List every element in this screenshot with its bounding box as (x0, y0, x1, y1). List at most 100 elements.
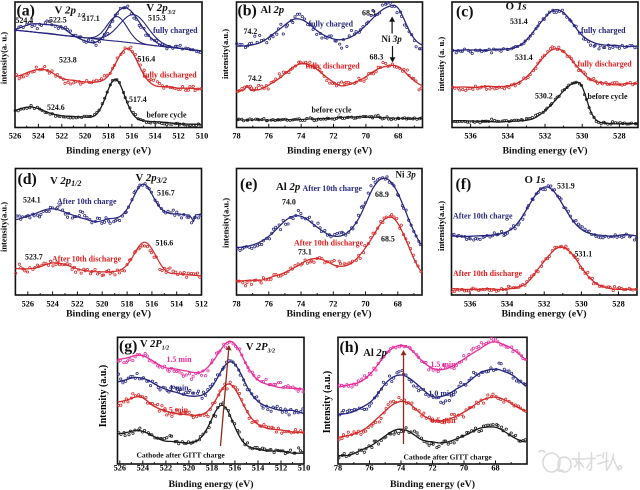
svg-text:74: 74 (297, 299, 305, 308)
svg-text:Binding energy (eV): Binding energy (eV) (287, 146, 372, 157)
svg-text:intensity(a.u.): intensity(a.u.) (0, 202, 9, 252)
svg-text:O 1s: O 1s (525, 174, 546, 186)
svg-text:74: 74 (297, 132, 305, 141)
svg-text:70: 70 (361, 299, 369, 308)
svg-text:531.4: 531.4 (515, 53, 533, 62)
svg-text:536: 536 (464, 299, 476, 308)
svg-text:fully discharged: fully discharged (578, 60, 633, 69)
svg-text:518: 518 (121, 299, 133, 308)
svg-text:68: 68 (394, 132, 402, 141)
svg-text:74.2: 74.2 (248, 74, 262, 83)
svg-text:0.5 min: 0.5 min (163, 406, 189, 415)
svg-text:(h): (h) (340, 339, 359, 356)
svg-text:76: 76 (265, 299, 273, 308)
svg-text:514: 514 (149, 132, 161, 141)
svg-text:524: 524 (46, 299, 58, 308)
svg-text:Al 2p: Al 2p (363, 348, 387, 359)
svg-text:531.1: 531.1 (575, 250, 593, 259)
svg-text:(d): (d) (18, 171, 37, 188)
svg-text:520: 520 (183, 463, 195, 472)
svg-text:Cathode after GITT charge: Cathode after GITT charge (137, 451, 226, 460)
svg-text:534: 534 (501, 299, 513, 308)
svg-text:After 10th discharge: After 10th discharge (294, 239, 364, 248)
svg-text:516.6: 516.6 (156, 239, 174, 248)
svg-text:516: 516 (146, 299, 158, 308)
svg-text:Intensity (a.u.): Intensity (a.u.) (322, 371, 333, 434)
svg-text:531.4: 531.4 (510, 17, 528, 26)
svg-text:Intensity (a.u.): Intensity (a.u.) (98, 365, 109, 428)
svg-text:Al 2p: Al 2p (261, 5, 285, 16)
svg-text:Ni 3p: Ni 3p (396, 170, 417, 180)
svg-text:V 2P3/2: V 2P3/2 (246, 342, 275, 355)
svg-text:After 10th discharge: After 10th discharge (52, 255, 122, 264)
svg-text:before cycle: before cycle (147, 111, 187, 120)
svg-text:intensity (a. u.): intensity (a. u.) (436, 37, 446, 91)
svg-text:72: 72 (329, 299, 337, 308)
svg-text:78: 78 (232, 132, 240, 141)
svg-text:(a): (a) (17, 3, 35, 20)
svg-text:intensity(a.u.): intensity(a.u.) (220, 29, 230, 79)
svg-text:530: 530 (576, 132, 588, 141)
svg-text:512: 512 (275, 463, 287, 472)
svg-text:fully discharged: fully discharged (143, 71, 198, 80)
svg-text:(e): (e) (240, 176, 258, 193)
svg-text:534: 534 (502, 132, 514, 141)
svg-text:Binding energy (eV): Binding energy (eV) (168, 479, 253, 490)
svg-text:522: 522 (160, 463, 172, 472)
svg-text:524: 524 (137, 463, 149, 472)
svg-text:before cycle: before cycle (588, 92, 628, 101)
svg-text:516.4: 516.4 (138, 55, 156, 64)
svg-text:68.3: 68.3 (362, 9, 376, 18)
svg-text:531.9: 531.9 (557, 182, 575, 191)
svg-text:before cycle: before cycle (312, 106, 352, 115)
svg-text:68.3: 68.3 (370, 53, 384, 62)
svg-text:518: 518 (206, 463, 218, 472)
svg-text:73.1: 73.1 (298, 248, 312, 257)
svg-text:fully discharged: fully discharged (306, 62, 361, 71)
svg-text:528: 528 (613, 132, 625, 141)
svg-text:536: 536 (464, 132, 476, 141)
svg-text:After 10th discharge: After 10th discharge (453, 269, 523, 278)
svg-text:intensity(a.u.): intensity(a.u.) (221, 198, 231, 248)
svg-text:522: 522 (71, 299, 83, 308)
svg-text:74: 74 (397, 463, 405, 472)
svg-text:O 1s: O 1s (506, 1, 527, 13)
svg-text:516: 516 (229, 463, 241, 472)
svg-text:1.0 min: 1.0 min (429, 389, 455, 398)
svg-text:Binding energy (eV): Binding energy (eV) (286, 309, 371, 320)
svg-text:532: 532 (539, 132, 551, 141)
svg-text:524.1: 524.1 (23, 196, 41, 205)
svg-text:68: 68 (491, 463, 499, 472)
svg-text:76: 76 (265, 132, 273, 141)
svg-text:fully charged: fully charged (581, 26, 626, 35)
svg-text:72: 72 (428, 463, 436, 472)
svg-text:532: 532 (538, 299, 550, 308)
svg-text:522: 522 (56, 132, 68, 141)
svg-text:V 2p3/2: V 2p3/2 (146, 2, 175, 16)
svg-text:514: 514 (170, 299, 182, 308)
svg-text:526: 526 (9, 132, 21, 141)
svg-text:Binding energy (eV): Binding energy (eV) (66, 146, 151, 157)
svg-text:526: 526 (22, 299, 34, 308)
svg-text:70: 70 (460, 463, 468, 472)
svg-text:0.5 min: 0.5 min (431, 416, 457, 425)
svg-text:V 2P1/2: V 2P1/2 (140, 339, 169, 352)
svg-text:516.7: 516.7 (157, 189, 175, 198)
svg-text:1.5 min: 1.5 min (431, 360, 457, 369)
svg-text:528: 528 (612, 299, 624, 308)
svg-text:intensity(a.u.): intensity(a.u.) (436, 201, 446, 251)
svg-text:V 2p3/2: V 2p3/2 (136, 172, 167, 185)
svg-text:1 min: 1 min (170, 384, 190, 393)
svg-text:Al 2p: Al 2p (276, 181, 301, 193)
svg-text:518: 518 (102, 132, 114, 141)
svg-text:1.5 min: 1.5 min (167, 355, 193, 364)
svg-text:After 10th charge: After 10th charge (57, 197, 117, 206)
svg-text:Cathode after GITT charge: Cathode after GITT charge (404, 453, 493, 462)
svg-text:517.4: 517.4 (129, 95, 147, 104)
svg-text:512: 512 (172, 132, 184, 141)
svg-text:76: 76 (365, 463, 373, 472)
svg-text:intensity(a. u.): intensity(a. u.) (0, 32, 9, 84)
svg-text:74.0: 74.0 (282, 198, 296, 207)
svg-text:522.5: 522.5 (49, 16, 67, 25)
svg-text:510: 510 (196, 132, 208, 141)
